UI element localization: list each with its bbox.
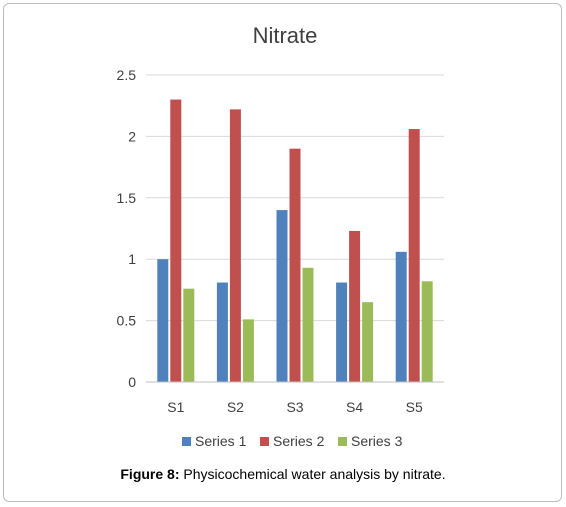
bars [157,99,433,382]
bar-series-3-s5 [421,281,433,382]
legend-label: Series 2 [273,433,325,449]
legend-label: Series 1 [195,433,247,449]
bar-series-2-s2 [229,109,241,382]
legend-swatch [260,437,269,446]
x-tick-label: S2 [227,399,244,415]
bar-series-3-s3 [302,267,314,382]
bar-series-1-s2 [216,282,228,382]
bar-series-3-s1 [183,288,195,382]
legend-label: Series 3 [351,433,403,449]
figure-caption-text: Physicochemical water analysis by nitrat… [183,466,446,482]
x-axis-tick-labels: S1 S2 S3 S4 S5 [167,399,423,415]
bar-series-2-s3 [289,148,301,382]
figure-caption: Figure 8: Physicochemical water analysis… [0,466,566,482]
bar-series-1-s3 [276,210,288,382]
y-tick-label: 1.5 [117,190,137,206]
y-tick-label: 0.5 [117,313,137,329]
bar-series-1-s5 [395,251,407,382]
bar-series-1-s4 [336,282,348,382]
y-axis-tick-labels: 0 0.5 1 1.5 2 2.5 [117,67,137,390]
figure-caption-label: Figure 8: [120,466,180,482]
y-tick-label: 2.5 [117,67,137,83]
chart-title: Nitrate [253,23,318,48]
x-tick-label: S3 [286,399,303,415]
bar-series-3-s2 [242,319,254,382]
bar-series-1-s1 [157,259,169,382]
bar-series-2-s4 [349,230,361,382]
legend-swatch [182,437,191,446]
legend-swatch [338,437,347,446]
y-tick-label: 0 [128,374,136,390]
bar-series-2-s1 [170,99,182,382]
x-tick-label: S5 [406,399,423,415]
bar-series-3-s4 [362,302,374,382]
bar-series-2-s5 [408,129,420,382]
y-tick-label: 1 [128,251,136,267]
y-tick-label: 2 [128,128,136,144]
legend: Series 1 Series 2 Series 3 [182,433,403,449]
x-tick-label: S4 [346,399,363,415]
x-tick-label: S1 [167,399,184,415]
